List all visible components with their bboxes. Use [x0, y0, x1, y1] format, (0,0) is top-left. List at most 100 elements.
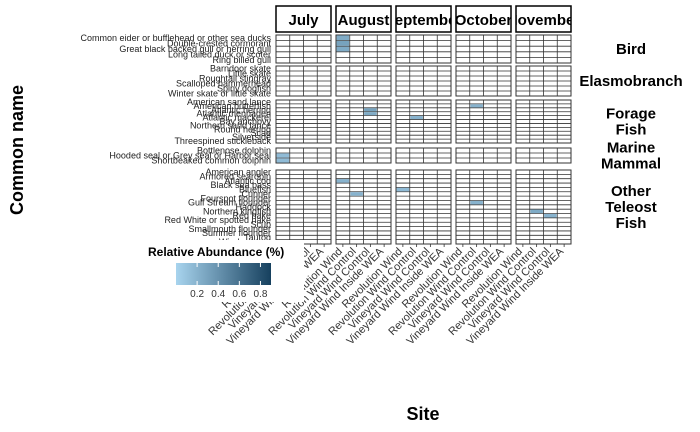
species-label: Silverside: [232, 132, 271, 142]
panel-bird-july: [275, 34, 332, 64]
heatmap-cell: [396, 187, 410, 192]
panel-forage-fish-august: [335, 99, 392, 144]
panel-forage-fish-july: [275, 99, 332, 144]
panel-marine-mammal-august: [335, 147, 392, 164]
strip-label: November: [507, 12, 581, 29]
legend: Relative Abundance (%) 0.2 0.4 0.6 0.8: [144, 240, 304, 302]
species-label: Roughtail stingray: [199, 74, 272, 84]
species-label: Bluefish: [239, 185, 271, 195]
heatmap-cell: [336, 41, 350, 46]
facet-label-marine-mammal: Marine Mammal: [601, 140, 661, 173]
species-label: Red White or spotted hake: [164, 215, 271, 225]
heatmap-cell: [276, 158, 290, 163]
strip-label: September: [385, 12, 463, 29]
strip-july: July: [275, 5, 332, 33]
species-label: Atlantic mackerel: [202, 113, 271, 123]
heatmap-cell: [470, 104, 483, 108]
strip-september: September: [385, 5, 463, 33]
panel-forage-fish-october: [455, 99, 512, 144]
heatmap-cell: [336, 35, 350, 41]
species-labels: Common eider or bufflehead or other sea …: [81, 33, 272, 247]
panel-other-teleost-fish-september: [395, 169, 452, 245]
panel-marine-mammal-october: [455, 147, 512, 164]
heatmap-cell: [544, 213, 557, 218]
species-label: Atlantic herring: [211, 105, 271, 115]
species-label: Armored searobin: [199, 172, 271, 182]
facet-label-other-teleost-fish: Other Teleost Fish: [605, 183, 656, 232]
strip-box: [335, 5, 392, 33]
species-label: Bay anchovy: [219, 117, 271, 127]
panel-elasmobranch-july: [275, 65, 332, 97]
species-label: Scad: [250, 128, 271, 138]
panel-marine-mammal-september: [395, 147, 452, 164]
legend-color-bar: [176, 263, 271, 285]
species-label: Barndoor skate: [210, 64, 271, 74]
species-label: Scup: [250, 219, 271, 229]
species-label: Ring billed gull: [212, 55, 271, 65]
legend-ticks: 0.2 0.4 0.6 0.8: [190, 263, 268, 300]
strip-box: [515, 5, 572, 33]
panel-elasmobranch-september: [395, 65, 452, 97]
panel-marine-mammal-november: [515, 147, 572, 164]
heatmap-cell: [470, 200, 483, 205]
species-label: American sand lance: [187, 97, 271, 107]
strip-label: August: [338, 12, 390, 29]
strip-label: October: [455, 12, 513, 29]
species-label: Northern kingfish: [203, 206, 271, 216]
panel-marine-mammal-july: [275, 147, 332, 164]
facet-label-forage-fish: Forage Fish: [606, 106, 656, 139]
facet-label-elasmobranch: Elasmobranch: [579, 73, 682, 90]
strip-box: [275, 5, 332, 33]
species-label: Black sea bass: [210, 180, 271, 190]
heatmap-cell: [530, 209, 543, 214]
heatmap-cell: [364, 108, 377, 112]
heatmap-panels: [275, 34, 572, 245]
strip-label: July: [288, 12, 319, 29]
panel-forage-fish-november: [515, 99, 572, 144]
species-label: Bottlenose dolphin: [197, 146, 271, 156]
y-axis-title: Common name: [7, 85, 27, 215]
species-label: Summer flounder: [202, 228, 271, 238]
species-label: Winter skate or little skate: [168, 89, 271, 99]
heatmap-cell: [276, 153, 290, 158]
species-label: Round herring: [214, 124, 271, 134]
panel-forage-fish-september: [395, 99, 452, 144]
heatmap-cell: [350, 192, 363, 196]
panel-other-teleost-fish-october: [455, 169, 512, 245]
species-label: Atlantic menhaden: [196, 109, 271, 119]
species-label: Shortbeaked common dolphin: [151, 156, 271, 166]
species-label: Northern sand lance: [190, 120, 271, 130]
panel-elasmobranch-november: [515, 65, 572, 97]
panel-elasmobranch-october: [455, 65, 512, 97]
panel-bird-november: [515, 34, 572, 64]
panel-bird-october: [455, 34, 512, 64]
panel-elasmobranch-august: [335, 65, 392, 97]
strip-october: October: [455, 5, 513, 33]
panel-other-teleost-fish-november: [515, 169, 572, 245]
species-label: Hooded seal or Grey seal or Harbor seal: [109, 151, 271, 161]
species-label: Great black backed gull or herring gull: [119, 44, 271, 54]
species-label: Double-crested cormorant: [167, 38, 272, 48]
species-label: Common eider or bufflehead or other sea …: [81, 33, 272, 43]
heatmap-cell: [336, 179, 350, 183]
species-label: Fourspot flounder: [200, 193, 271, 203]
panel-other-teleost-fish-july: [275, 169, 332, 245]
species-label: Haddock: [235, 202, 271, 212]
species-label: Red hake: [232, 211, 271, 221]
strip-box: [455, 5, 512, 33]
legend-title: Relative Abundance (%): [148, 245, 284, 259]
species-label: Cunner: [241, 189, 271, 199]
species-label: Spiny dogfish: [217, 84, 271, 94]
species-label: American angler: [205, 167, 271, 177]
species-label: American butterfish: [193, 101, 271, 111]
strip-box: [395, 5, 452, 33]
species-label: Long tailed duck or scoter: [168, 50, 271, 60]
panel-other-teleost-fish-august: [335, 169, 392, 245]
species-label: Gulf Stream flounder: [188, 198, 271, 208]
species-label: Smallmouth flounder: [188, 224, 271, 234]
species-label: Little skate: [228, 69, 271, 79]
species-label: Scalloped hammerhead: [176, 79, 271, 89]
